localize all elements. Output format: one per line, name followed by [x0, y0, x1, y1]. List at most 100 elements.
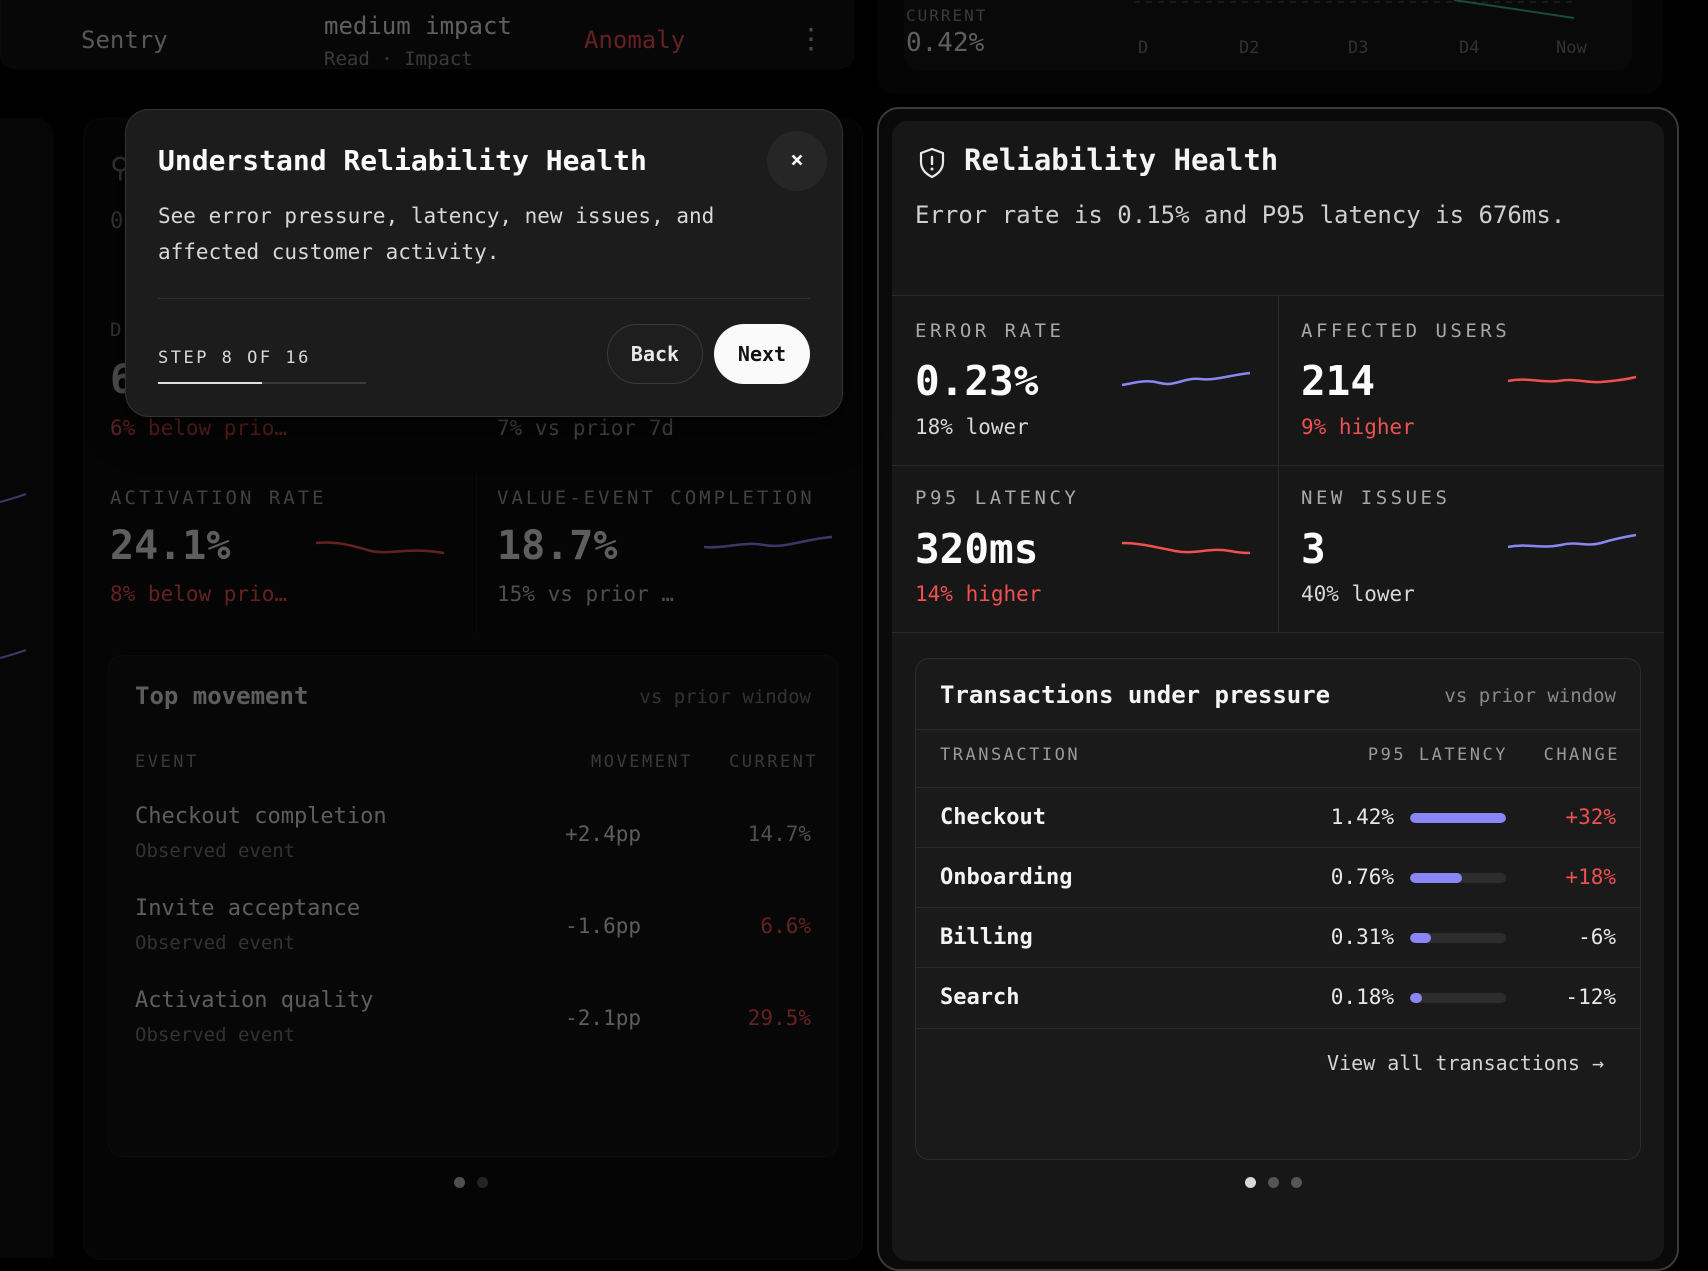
latency-bar	[1410, 873, 1506, 883]
transaction-latency: 0.31%	[1330, 925, 1394, 949]
event-sub: Observed event	[135, 840, 296, 862]
metric-value: 0.23%	[915, 357, 1039, 405]
latency-bar	[1410, 993, 1506, 1003]
latency-bar	[1410, 813, 1506, 823]
next-button[interactable]: Next	[714, 324, 810, 384]
shield-alert-icon	[919, 147, 945, 179]
metric-label: NEW ISSUES	[1301, 487, 1451, 509]
metric-value: 214	[1301, 357, 1376, 405]
tick-label: D3	[1348, 38, 1369, 58]
partial-metric-sub: 7% vs prior 7d	[497, 416, 675, 440]
more-vertical-icon[interactable]: ⋮	[797, 22, 825, 55]
transaction-name: Checkout	[940, 805, 1046, 830]
tick-label: Now	[1556, 38, 1587, 58]
transaction-change: -12%	[1565, 985, 1616, 1009]
carousel-dots	[448, 1173, 494, 1192]
top-movement-card: Top movement vs prior window EVENT MOVEM…	[108, 655, 838, 1157]
back-button[interactable]: Back	[607, 324, 703, 384]
error-rate-sparkline	[1121, 371, 1251, 387]
metric-sub: 8% below prio…	[110, 582, 288, 606]
transaction-change: +32%	[1565, 805, 1616, 829]
metric-change: 18% lower	[915, 415, 1029, 439]
transaction-latency: 0.76%	[1330, 865, 1394, 889]
event-current: 14.7%	[747, 822, 811, 846]
transaction-latency: 0.18%	[1330, 985, 1394, 1009]
transactions-note: vs prior window	[1444, 685, 1616, 707]
close-icon[interactable]: ×	[767, 131, 827, 191]
transaction-latency: 1.42%	[1330, 805, 1394, 829]
card-title: Reliability Health	[964, 143, 1279, 177]
transaction-name: Onboarding	[940, 865, 1073, 890]
metric-value: 18.7%	[497, 523, 618, 569]
carousel-dots	[1239, 1173, 1308, 1192]
transaction-change: -6%	[1578, 925, 1616, 949]
affected-users-sparkline	[1507, 375, 1637, 384]
alert-impact-title: medium impact	[324, 12, 512, 40]
table-row[interactable]: Billing 0.31% -6%	[916, 907, 1640, 968]
card-description: Error rate is 0.15% and P95 latency is 6…	[915, 201, 1566, 229]
table-row[interactable]: Onboarding 0.76% +18%	[916, 847, 1640, 908]
tour-step-indicator: STEP 8 OF 16	[158, 348, 311, 368]
view-all-label: View all transactions	[1327, 1051, 1580, 1075]
view-all-transactions-link[interactable]: View all transactions →	[1327, 1051, 1604, 1075]
transaction-name: Billing	[940, 925, 1033, 950]
current-label: CURRENT	[906, 6, 988, 25]
carousel-dot[interactable]	[454, 1177, 465, 1188]
metric-change: 40% lower	[1301, 582, 1415, 606]
top-movement-title: Top movement	[135, 682, 309, 710]
carousel-dot[interactable]	[477, 1177, 488, 1188]
tick-label: D2	[1239, 38, 1260, 58]
arrow-right-icon: →	[1591, 1051, 1604, 1075]
carousel-dot[interactable]	[1245, 1177, 1256, 1188]
metric-label: P95 LATENCY	[915, 487, 1080, 509]
partial-label: 0	[110, 209, 124, 234]
left-column-card	[0, 118, 54, 1258]
alert-row[interactable]: Sentry medium impact Read · Impact Anoma…	[0, 0, 854, 70]
metric-sparkline	[704, 535, 833, 549]
event-movement: -2.1pp	[565, 1006, 641, 1030]
metric-label: ACTIVATION RATE	[110, 487, 327, 509]
partial-metric-label: D	[110, 319, 122, 341]
event-current: 6.6%	[760, 914, 811, 938]
event-movement: -1.6pp	[565, 914, 641, 938]
tour-body: See error pressure, latency, new issues,…	[158, 204, 715, 264]
metric-label: AFFECTED USERS	[1301, 320, 1511, 342]
metric-value: 320ms	[915, 525, 1039, 573]
column-header-latency: P95 LATENCY	[1367, 745, 1508, 765]
column-header: CURRENT	[729, 752, 819, 772]
current-value: 0.42%	[906, 28, 985, 58]
top-right-panel: CURRENT 0.42% D D2 D3 D4 Now	[877, 0, 1663, 94]
p95-latency-sparkline	[1121, 541, 1251, 555]
event-name: Activation quality	[135, 988, 374, 1013]
table-row[interactable]: Checkout 1.42% +32%	[916, 787, 1640, 848]
metric-change: 9% higher	[1301, 415, 1415, 439]
tick-label: D	[1138, 38, 1149, 58]
new-issues-sparkline	[1507, 533, 1637, 549]
tour-popover: Understand Reliability Health × See erro…	[125, 109, 843, 417]
partial-metric-sub: 6% below prio…	[110, 416, 288, 440]
top-movement-note: vs prior window	[639, 686, 811, 708]
tour-title: Understand Reliability Health	[158, 144, 647, 177]
event-current: 29.5%	[747, 1006, 811, 1030]
tick-label: D4	[1459, 38, 1480, 58]
event-sub: Observed event	[135, 932, 296, 954]
metric-sub: 15% vs prior …	[497, 582, 675, 606]
transactions-title: Transactions under pressure	[940, 681, 1331, 709]
left-sparklines	[0, 493, 27, 659]
column-header-change: CHANGE	[1543, 745, 1620, 765]
alert-status: Anomaly	[584, 26, 686, 54]
metric-change: 14% higher	[915, 582, 1042, 606]
table-row[interactable]: Search 0.18% -12%	[916, 967, 1640, 1029]
event-movement: +2.4pp	[565, 822, 641, 846]
current-trend-chart	[1134, 0, 1575, 19]
metric-value: 24.1%	[110, 523, 231, 569]
carousel-dot[interactable]	[1268, 1177, 1279, 1188]
column-header: EVENT	[135, 752, 199, 772]
latency-bar	[1410, 933, 1506, 943]
transaction-change: +18%	[1565, 865, 1616, 889]
metric-label: ERROR RATE	[915, 320, 1065, 342]
carousel-dot[interactable]	[1291, 1177, 1302, 1188]
alert-impact-sub: Read · Impact	[324, 48, 473, 70]
column-header: MOVEMENT	[591, 752, 693, 772]
transaction-name: Search	[940, 985, 1020, 1010]
